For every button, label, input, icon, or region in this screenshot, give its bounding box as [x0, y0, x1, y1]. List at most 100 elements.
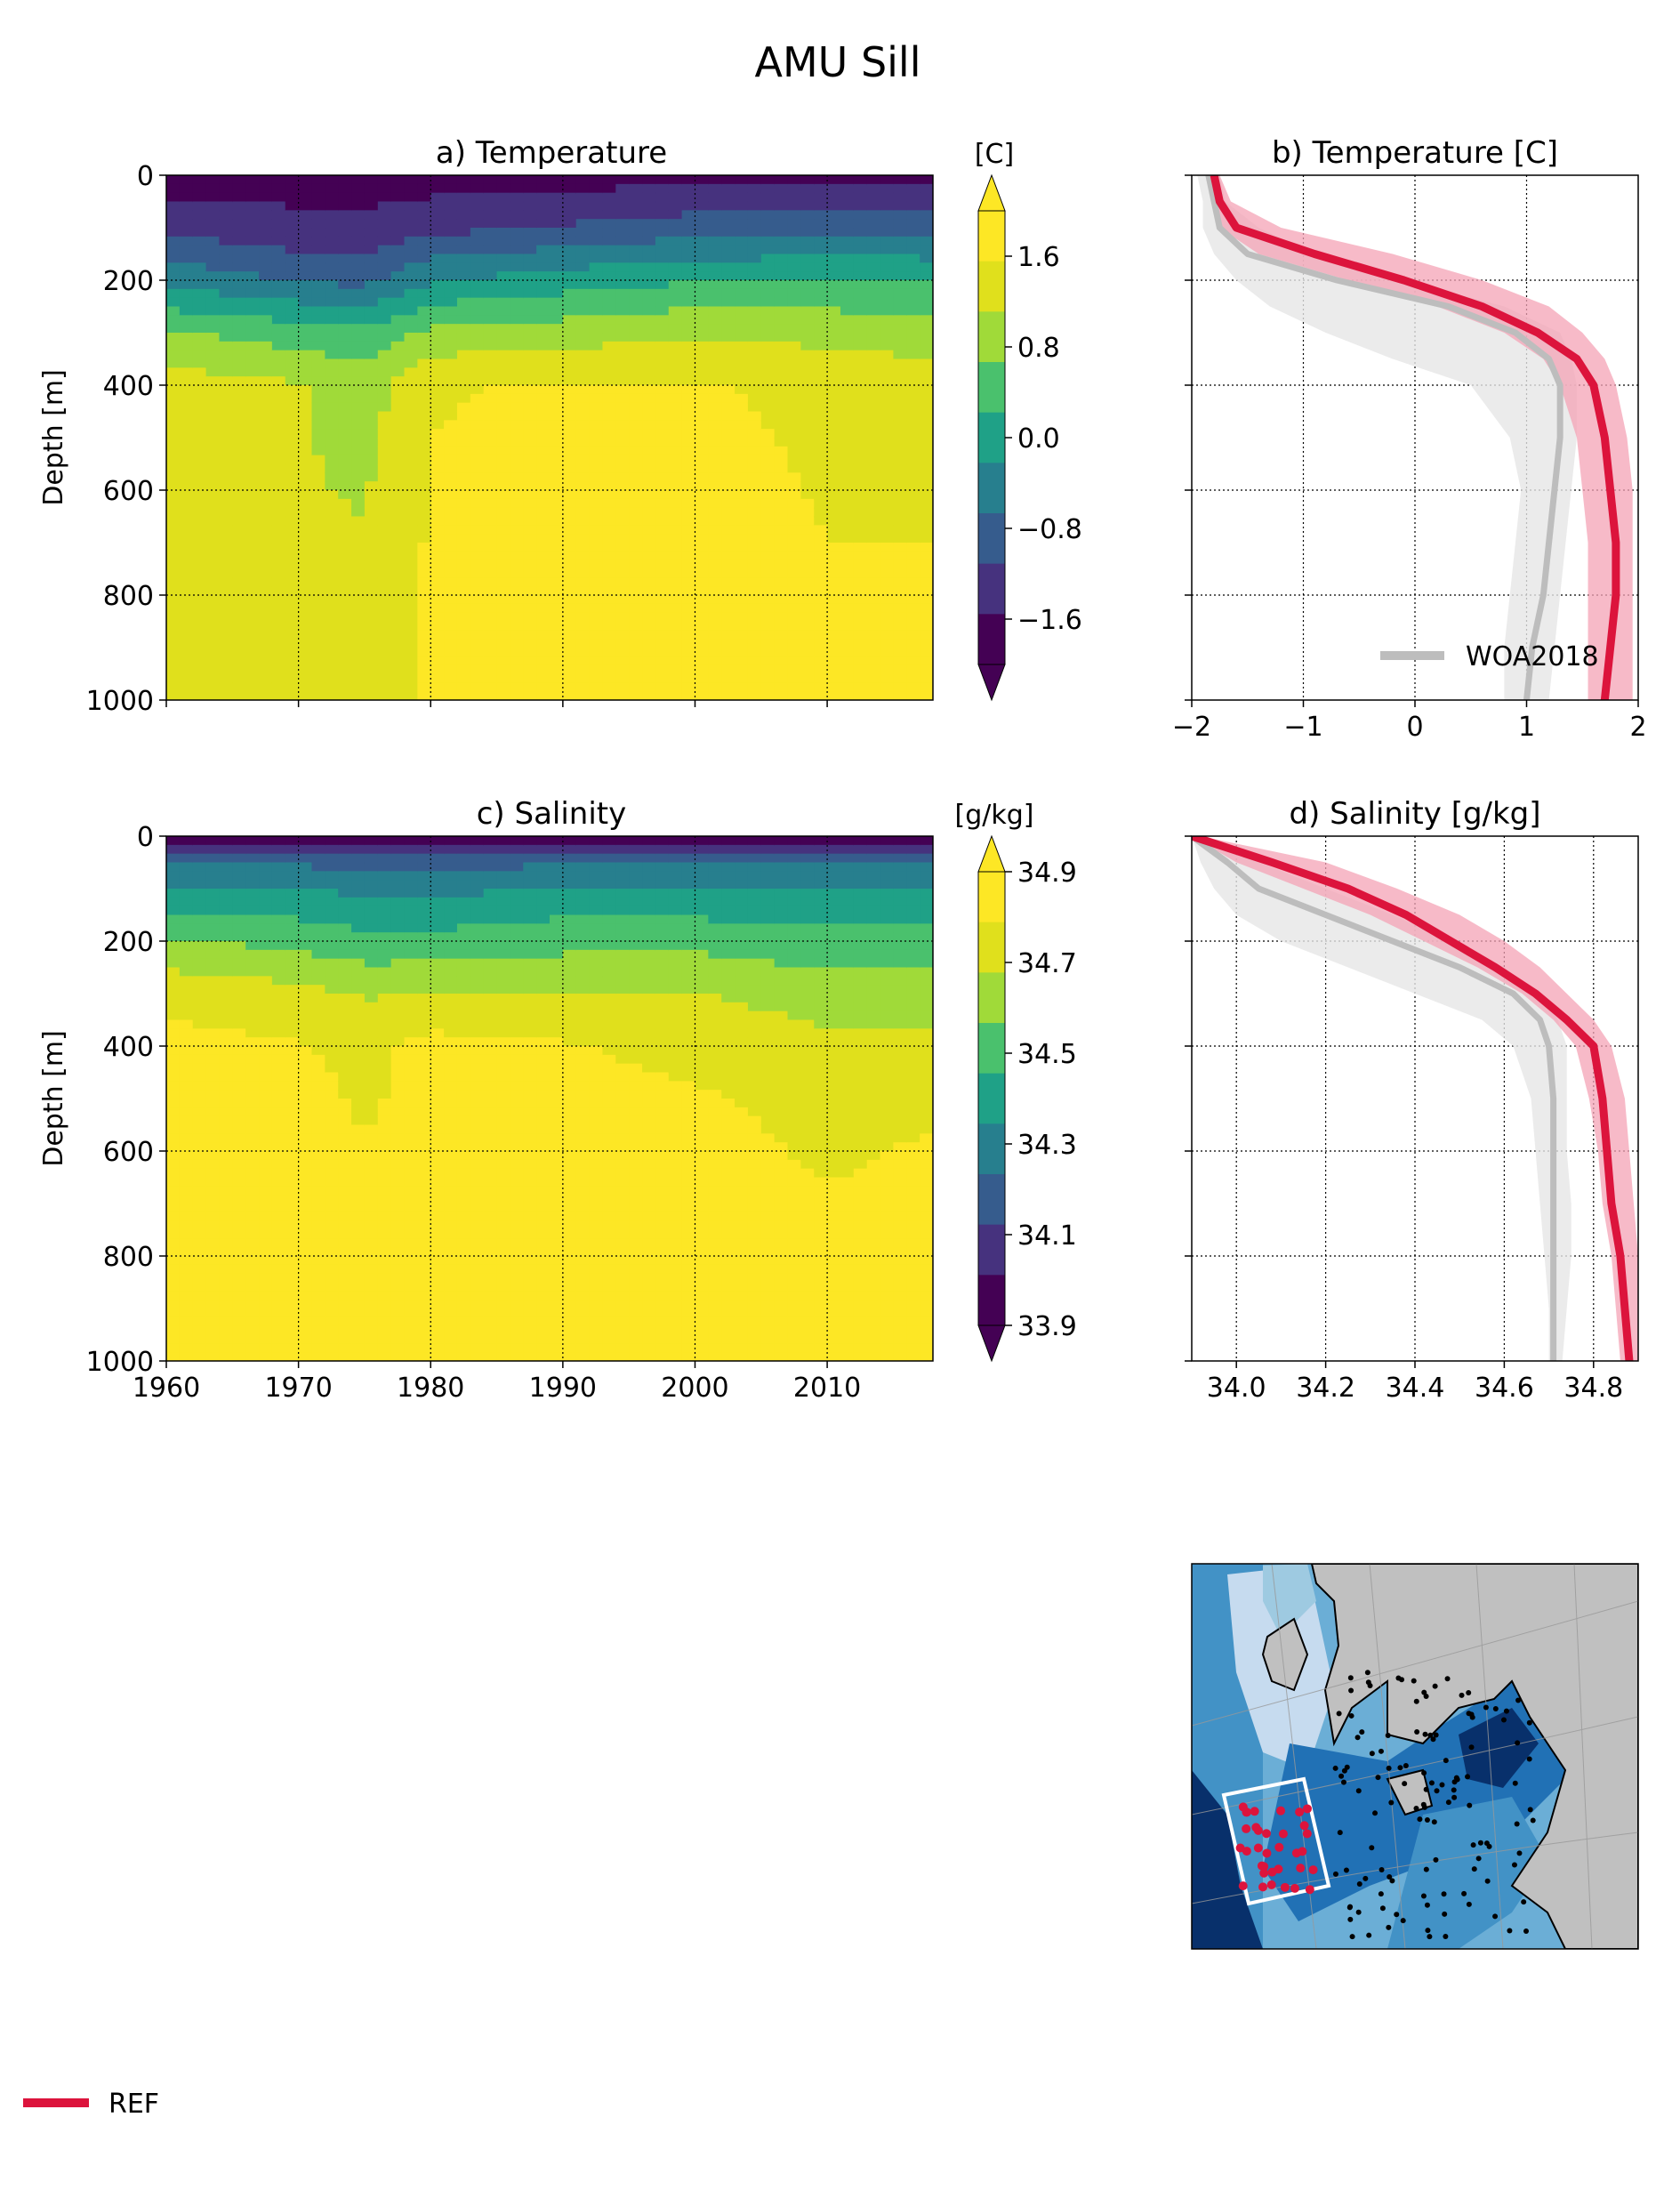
heatmap-cell [245, 1334, 260, 1345]
heatmap-cell [205, 280, 221, 290]
heatmap-cell [483, 656, 498, 666]
heatmap-cell [893, 201, 908, 212]
heatmap-cell [390, 1247, 406, 1257]
heatmap-cell [325, 1316, 340, 1327]
heatmap-cell [708, 595, 723, 605]
heatmap-cell [219, 914, 234, 925]
heatmap-cell [853, 664, 868, 675]
heatmap-cell [629, 333, 643, 342]
heatmap-cell [470, 1028, 485, 1038]
heatmap-cell [364, 577, 379, 587]
heatmap-cell [840, 621, 855, 632]
heatmap-cell [232, 1238, 246, 1248]
heatmap-cell [735, 568, 749, 579]
heatmap-cell [814, 402, 828, 413]
heatmap-cell [655, 411, 670, 422]
heatmap-cell [629, 280, 643, 290]
heatmap-cell [760, 682, 776, 692]
heatmap-cell [404, 1256, 419, 1266]
heatmap-cell [390, 836, 406, 846]
heatmap-cell [760, 271, 776, 281]
heatmap-cell [338, 393, 352, 404]
heatmap-cell [404, 880, 419, 890]
heatmap-cell [735, 271, 749, 281]
heatmap-cell [615, 664, 630, 675]
heatmap-cell [695, 603, 710, 614]
heatmap-cell [219, 429, 234, 439]
heatmap-cell [444, 516, 458, 527]
heatmap-cell [245, 923, 260, 933]
heatmap-cell [483, 228, 498, 238]
heatmap-cell [642, 534, 656, 543]
heatmap-cell [390, 603, 406, 614]
heatmap-cell [470, 1151, 485, 1161]
heatmap-cell [364, 1238, 379, 1248]
heatmap-cell [259, 560, 273, 570]
heatmap-cell [192, 1316, 207, 1327]
heatmap-cell [390, 1124, 406, 1135]
heatmap-cell [271, 958, 286, 969]
heatmap-cell [377, 967, 392, 978]
heatmap-cell [390, 923, 406, 933]
heatmap-cell [510, 420, 525, 430]
heatmap-cell [377, 880, 392, 890]
heatmap-cell [232, 534, 246, 543]
heatmap-cell [166, 1028, 181, 1038]
heatmap-cell [735, 236, 749, 246]
heatmap-cell [444, 1019, 458, 1030]
heatmap-cell [232, 446, 246, 456]
heatmap-cell [456, 1343, 471, 1353]
heatmap-cell [615, 463, 630, 474]
heatmap-cell [853, 245, 868, 255]
heatmap-cell [417, 543, 432, 552]
heatmap-cell [840, 551, 855, 561]
heatmap-cell [205, 1107, 221, 1117]
heatmap-cell [456, 1063, 471, 1074]
heatmap-cell [681, 621, 696, 632]
heatmap-cell [840, 534, 855, 543]
heatmap-cell [377, 1343, 392, 1353]
heatmap-cell [444, 1220, 458, 1231]
heatmap-cell [364, 612, 379, 623]
heatmap-cell [880, 673, 895, 684]
heatmap-cell [589, 271, 604, 281]
heatmap-cell [456, 664, 471, 675]
heatmap-cell [642, 516, 656, 527]
heatmap-cell [377, 958, 392, 969]
heatmap-cell [390, 210, 406, 220]
heatmap-cell [338, 1220, 352, 1231]
heatmap-cell [695, 463, 710, 474]
heatmap-cell [377, 976, 392, 986]
heatmap-cell [390, 1256, 406, 1266]
heatmap-cell [853, 402, 868, 413]
heatmap-cell [259, 1124, 273, 1135]
heatmap-cell [417, 1177, 432, 1188]
heatmap-cell [510, 341, 525, 351]
heatmap-cell [245, 1186, 260, 1196]
heatmap-cell [364, 455, 379, 465]
heatmap-cell [179, 682, 194, 692]
heatmap-cell [271, 1099, 286, 1108]
heatmap-cell [444, 1238, 458, 1248]
heatmap-cell [550, 402, 564, 413]
heatmap-cell [245, 1002, 260, 1012]
heatmap-cell [166, 1090, 181, 1099]
heatmap-cell [444, 853, 458, 864]
heatmap-cell [205, 1046, 221, 1056]
heatmap-cell [866, 219, 881, 229]
heatmap-cell [219, 1115, 234, 1126]
heatmap-cell [166, 1107, 181, 1117]
heatmap-cell [814, 682, 828, 692]
heatmap-cell [800, 271, 816, 281]
heatmap-cell [390, 1107, 406, 1117]
heatmap-cell [880, 534, 895, 543]
heatmap-cell [232, 906, 246, 916]
xtick-label: −2 [1172, 712, 1211, 743]
heatmap-cell [456, 551, 471, 561]
heatmap-cell [311, 880, 326, 890]
heatmap-cell [496, 603, 511, 614]
heatmap-cell [390, 271, 406, 281]
heatmap-cell [470, 411, 485, 422]
heatmap-cell [166, 630, 181, 640]
heatmap-cell [774, 271, 789, 281]
